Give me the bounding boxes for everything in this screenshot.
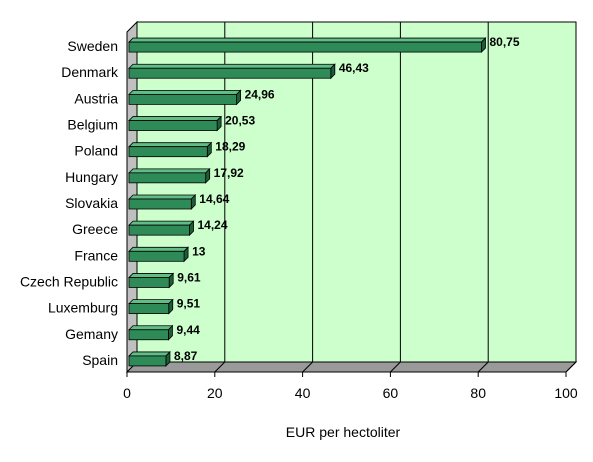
- gridline-floor: [214, 361, 226, 373]
- category-label: Luxemburg: [48, 300, 118, 316]
- bar-front-face: [128, 303, 170, 315]
- gridline-floor: [302, 361, 313, 373]
- data-label: 8,87: [174, 349, 198, 363]
- gridlines: [214, 22, 577, 373]
- category-label: Greece: [72, 221, 118, 237]
- x-tick-label: 80: [470, 385, 486, 401]
- gridline-floor: [390, 361, 401, 373]
- data-label: 18,29: [215, 140, 245, 154]
- bar: [128, 350, 171, 367]
- x-tick-label: 20: [207, 385, 223, 401]
- bar-front-face: [128, 250, 185, 262]
- bar-top-face: [128, 325, 174, 331]
- bar-front-face: [128, 198, 192, 210]
- bars: [128, 37, 487, 367]
- bar-front-face: [128, 67, 332, 79]
- bar-top-face: [128, 116, 223, 121]
- bar-front-face: [128, 172, 207, 184]
- data-label: 46,43: [339, 61, 369, 75]
- category-label: Belgium: [67, 117, 118, 133]
- bar-top-face: [128, 142, 213, 148]
- bar: [128, 115, 223, 132]
- bar-top-face: [128, 89, 242, 95]
- bar-front-face: [128, 329, 169, 341]
- bar-top-face: [128, 220, 195, 226]
- bar-front-face: [128, 41, 482, 53]
- category-label: Slovakia: [65, 195, 118, 211]
- bar-top-face: [128, 168, 211, 174]
- x-tick-label: 0: [123, 385, 131, 401]
- category-label: Sweden: [67, 38, 118, 54]
- gridline-floor: [565, 361, 577, 373]
- data-label: 9,44: [176, 323, 200, 337]
- data-label: 9,51: [177, 297, 201, 311]
- data-label: 24,96: [245, 87, 275, 101]
- bar: [128, 272, 175, 289]
- x-axis-title: EUR per hectoliter: [286, 424, 401, 440]
- category-label: France: [74, 247, 118, 263]
- data-label: 14,24: [198, 218, 228, 232]
- bar: [128, 220, 195, 237]
- category-label: Denmark: [61, 64, 119, 80]
- data-label: 9,61: [177, 270, 201, 284]
- bar: [128, 167, 211, 184]
- x-tick-label: 100: [554, 385, 578, 401]
- bar-top-face: [128, 246, 190, 252]
- category-label: Hungary: [65, 169, 118, 185]
- bar-front-face: [128, 120, 218, 131]
- bar: [128, 324, 174, 341]
- data-label: 13: [192, 244, 206, 258]
- bar: [128, 246, 190, 263]
- gridline-floor: [477, 361, 489, 373]
- bar: [128, 63, 336, 80]
- bar: [128, 141, 213, 158]
- bar: [128, 298, 174, 315]
- data-labels: 80,75 46,43 24,96 20,53 18,29 17,92 14,64 14,24…: [174, 35, 520, 363]
- bar: [128, 89, 242, 106]
- bar-top-face: [128, 63, 336, 69]
- bar-top-face: [128, 37, 487, 43]
- bar-front-face: [128, 277, 170, 288]
- category-label: Spain: [82, 352, 118, 368]
- bar: [128, 37, 487, 54]
- category-label: Austria: [74, 90, 118, 106]
- data-label: 14,64: [199, 192, 229, 206]
- x-tick-label: 60: [383, 385, 399, 401]
- category-label: Poland: [74, 143, 118, 159]
- category-label: Gemany: [65, 326, 118, 342]
- plot-floor: [125, 361, 578, 373]
- bar-front-face: [128, 146, 208, 158]
- bar-top-face: [128, 194, 197, 200]
- bar-top-face: [128, 351, 171, 357]
- x-tick-label: 40: [295, 385, 311, 401]
- bar-front-face: [128, 93, 237, 105]
- bar-top-face: [128, 299, 174, 305]
- x-axis-ticks: 0 20 40 60 80 100: [123, 32, 578, 401]
- data-label: 80,75: [489, 35, 519, 49]
- bar: [128, 194, 197, 210]
- category-labels: Sweden Denmark Austria Belgium Poland Hungary…: [20, 38, 119, 368]
- bar-top-face: [128, 273, 175, 278]
- bar-front-face: [128, 355, 167, 367]
- data-label: 17,92: [214, 166, 244, 180]
- category-label: Czech Republic: [20, 273, 118, 289]
- bar-front-face: [128, 224, 190, 236]
- data-label: 20,53: [225, 114, 255, 128]
